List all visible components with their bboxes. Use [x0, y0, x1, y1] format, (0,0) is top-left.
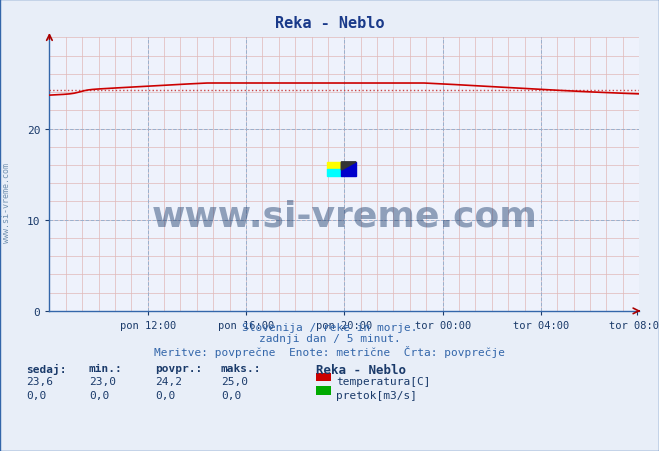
Text: www.si-vreme.com: www.si-vreme.com [152, 199, 537, 233]
Text: 23,6: 23,6 [26, 377, 53, 387]
Text: maks.:: maks.: [221, 363, 261, 373]
Text: Reka - Neblo: Reka - Neblo [316, 363, 407, 376]
Bar [341, 162, 356, 176]
Text: www.si-vreme.com: www.si-vreme.com [2, 163, 11, 243]
Text: 24,2: 24,2 [155, 377, 182, 387]
Text: 0,0: 0,0 [221, 390, 241, 400]
Text: Meritve: povprečne  Enote: metrične  Črta: povprečje: Meritve: povprečne Enote: metrične Črta:… [154, 345, 505, 357]
Text: zadnji dan / 5 minut.: zadnji dan / 5 minut. [258, 334, 401, 344]
Text: 0,0: 0,0 [26, 390, 47, 400]
Text: 0,0: 0,0 [89, 390, 109, 400]
Text: temperatura[C]: temperatura[C] [336, 377, 430, 387]
Text: pretok[m3/s]: pretok[m3/s] [336, 390, 417, 400]
Text: Reka - Neblo: Reka - Neblo [275, 16, 384, 31]
Bar [327, 169, 341, 176]
Text: 23,0: 23,0 [89, 377, 116, 387]
Text: sedaj:: sedaj: [26, 363, 67, 374]
Bar [327, 162, 341, 169]
Text: 0,0: 0,0 [155, 390, 175, 400]
Text: povpr.:: povpr.: [155, 363, 202, 373]
Text: min.:: min.: [89, 363, 123, 373]
Text: 25,0: 25,0 [221, 377, 248, 387]
Text: Slovenija / reke in morje.: Slovenija / reke in morje. [242, 322, 417, 332]
Polygon shape [341, 162, 356, 170]
